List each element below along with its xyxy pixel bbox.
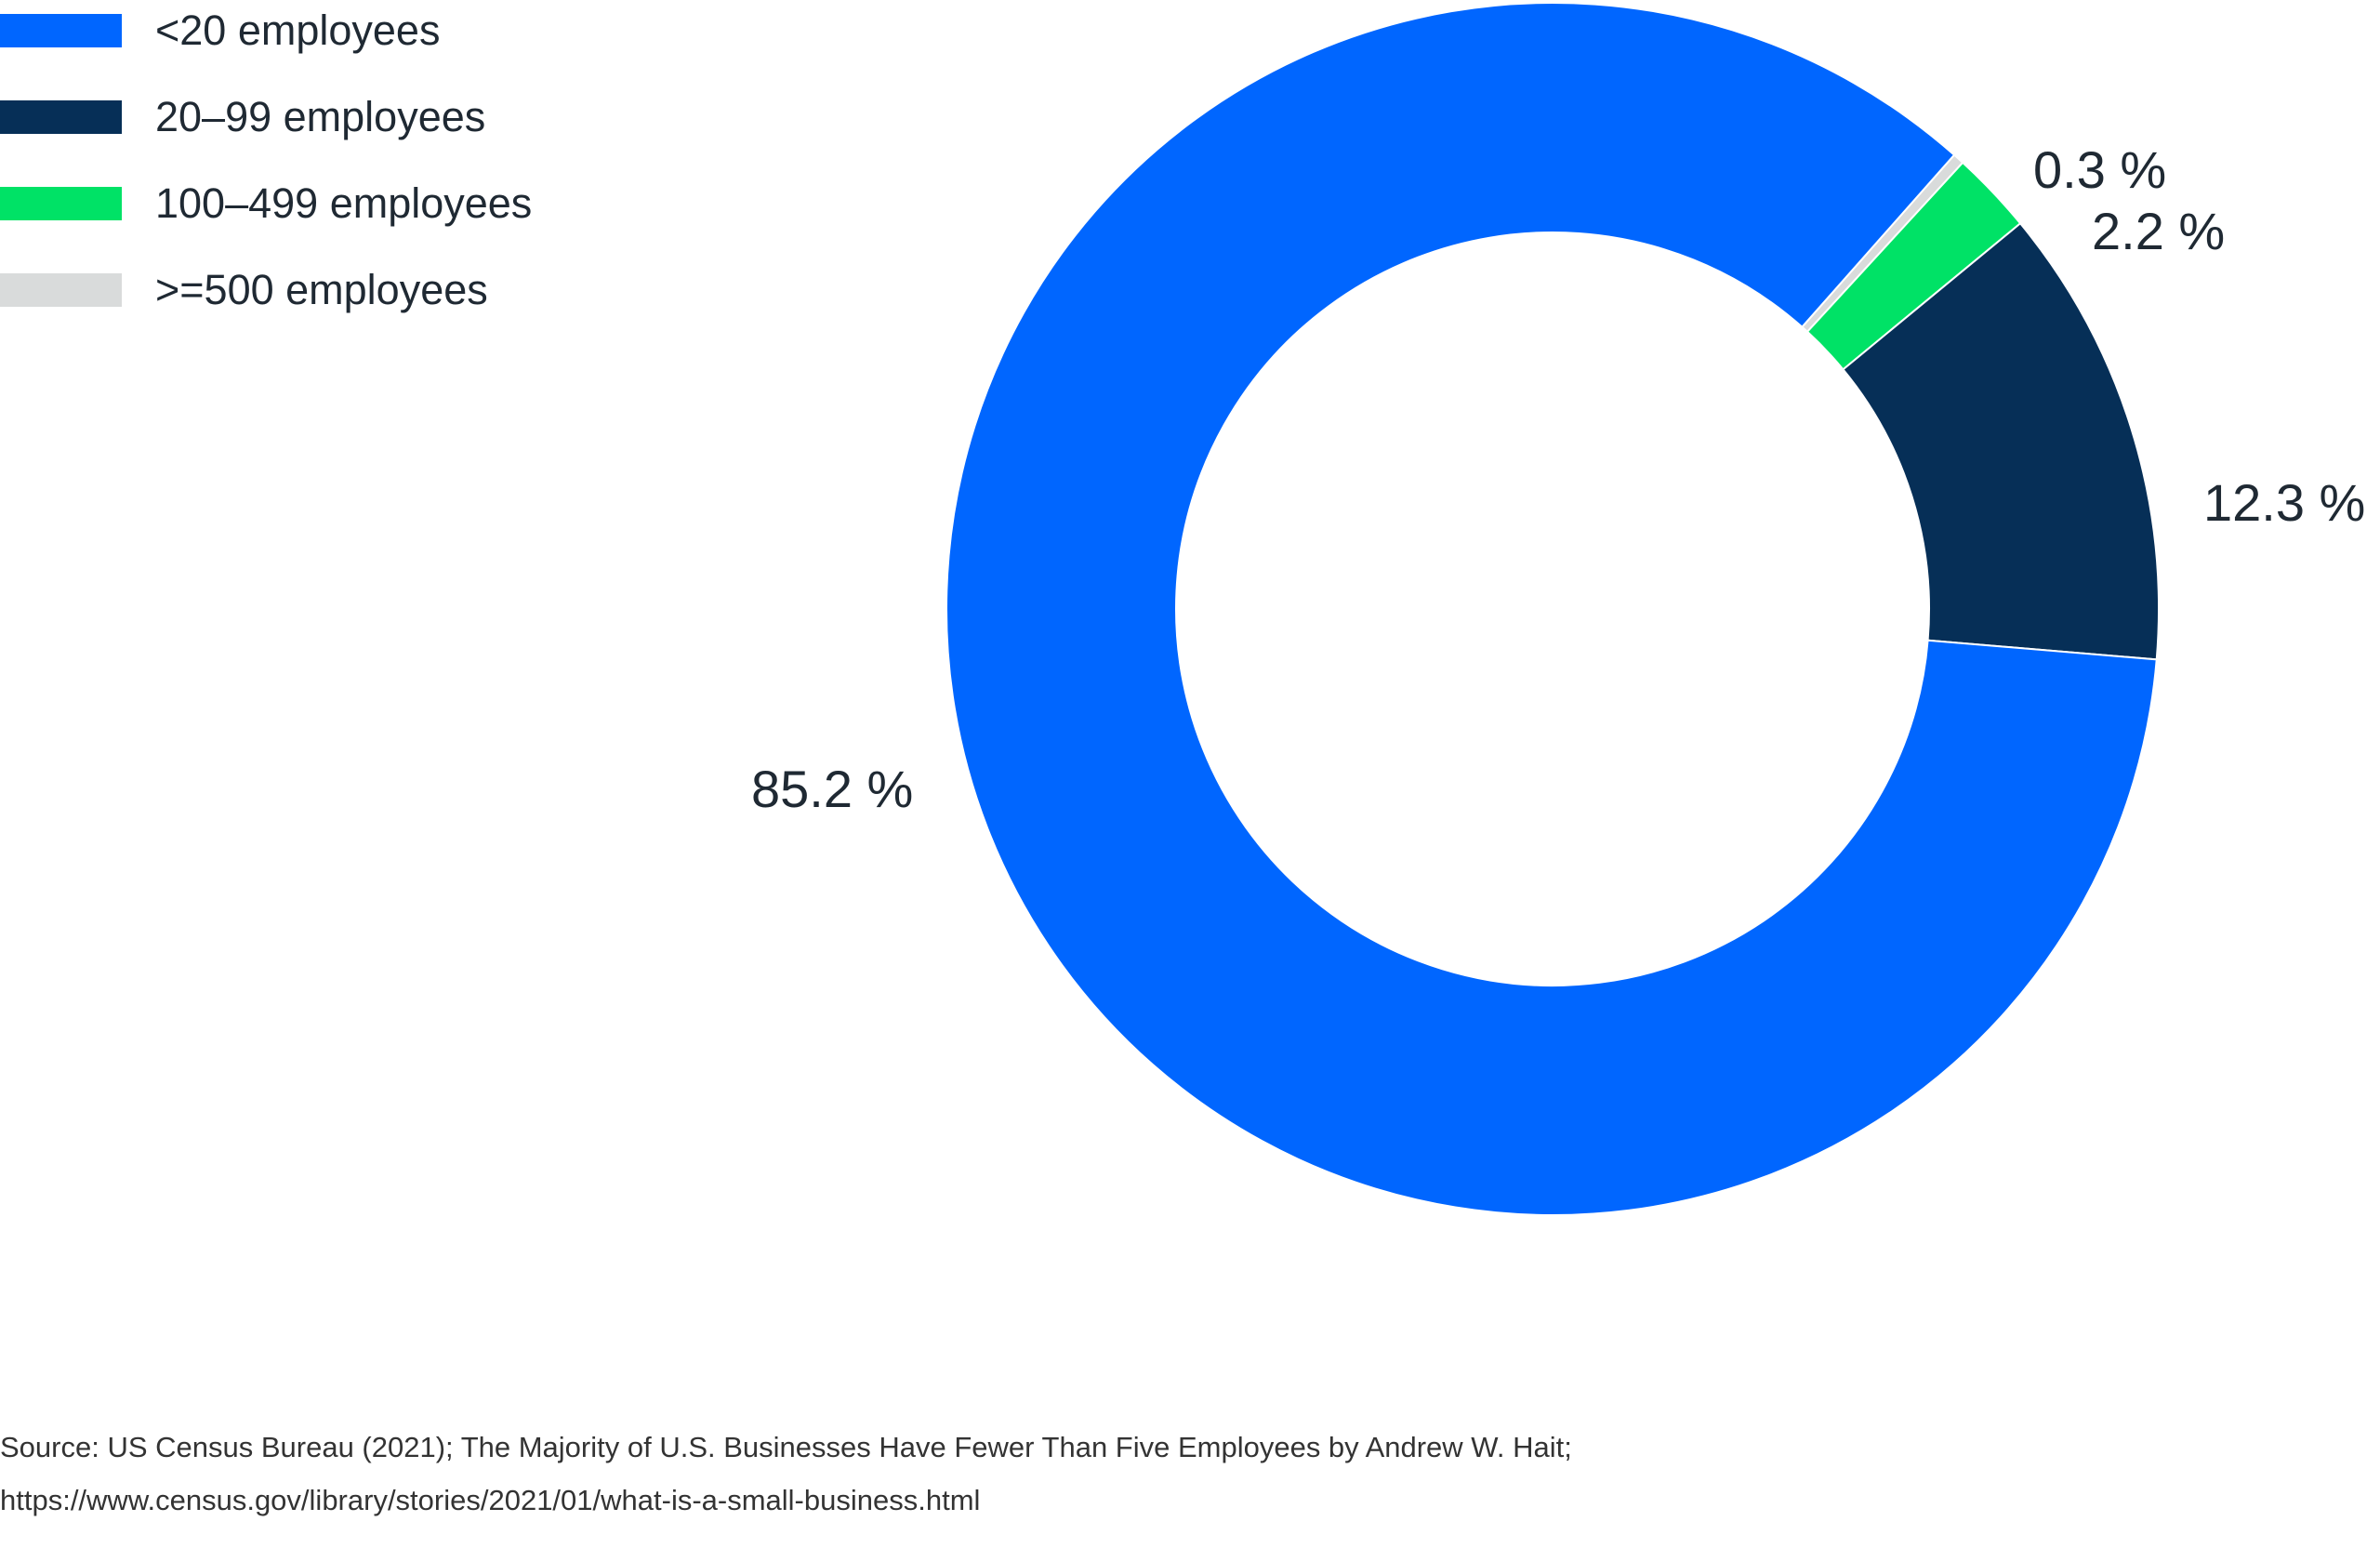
slice-value-label: 0.3 % [2033, 140, 2166, 199]
legend: <20 employees 20–99 employees 100–499 empl… [0, 0, 651, 335]
legend-swatch [0, 100, 122, 134]
source-note: Source: US Census Bureau (2021); The Maj… [0, 1421, 2324, 1527]
legend-item: <20 employees [0, 7, 440, 54]
legend-swatch [0, 273, 122, 307]
slice-value-label: 85.2 % [751, 760, 913, 818]
legend-swatch [0, 14, 122, 47]
legend-swatch [0, 187, 122, 220]
donut-slice [945, 2, 2158, 1216]
legend-item: >=500 employees [0, 267, 488, 313]
slice-value-label: 2.2 % [2092, 202, 2225, 260]
source-line-1: Source: US Census Bureau (2021); The Maj… [0, 1431, 1572, 1463]
donut-slice [1842, 221, 2160, 661]
legend-label: 20–99 employees [155, 93, 486, 140]
slice-value-label: 12.3 % [2203, 473, 2365, 532]
legend-label: <20 employees [155, 7, 441, 54]
source-line-2: https://www.census.gov/library/stories/2… [0, 1484, 981, 1516]
legend-item: 20–99 employees [0, 94, 485, 140]
legend-label: >=500 employees [155, 266, 488, 313]
legend-item: 100–499 employees [0, 180, 532, 227]
legend-label: 100–499 employees [155, 179, 533, 227]
